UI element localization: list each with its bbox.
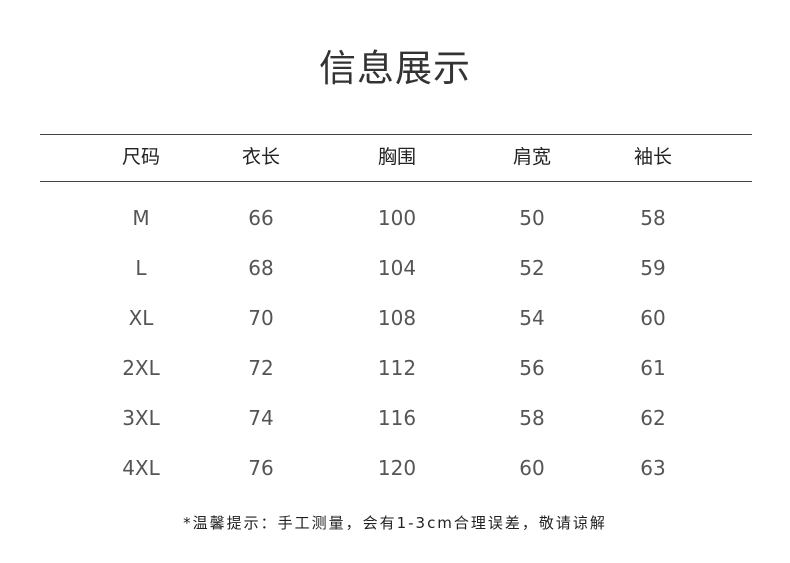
table-top-divider <box>40 134 752 135</box>
table-cell: 62 <box>640 406 666 430</box>
table-cell: 4XL <box>122 456 160 480</box>
column-header: 衣长 <box>241 146 280 168</box>
table-cell: 59 <box>640 256 666 280</box>
table-cell: 50 <box>519 206 545 230</box>
table-cell: 76 <box>248 456 274 480</box>
table-cell: 52 <box>519 256 545 280</box>
table-cell: 68 <box>248 256 274 280</box>
table-cell: 108 <box>377 306 417 330</box>
table-cell: 60 <box>640 306 666 330</box>
table-cell: 3XL <box>122 406 160 430</box>
page-title: 信息展示 <box>319 47 471 90</box>
table-cell: 112 <box>377 356 417 380</box>
table-cell: 54 <box>519 306 545 330</box>
column-header: 袖长 <box>633 146 672 168</box>
table-cell: M <box>132 206 150 230</box>
table-cell: 2XL <box>122 356 160 380</box>
column-header: 尺码 <box>121 146 160 168</box>
table-cell: 70 <box>248 306 274 330</box>
table-cell: 104 <box>377 256 417 280</box>
table-cell: 63 <box>640 456 666 480</box>
table-cell: 58 <box>640 206 666 230</box>
table-cell: L <box>135 256 147 280</box>
table-cell: 56 <box>519 356 545 380</box>
table-cell: 72 <box>248 356 274 380</box>
table-cell: 74 <box>248 406 274 430</box>
table-cell: 60 <box>519 456 545 480</box>
table-cell: 66 <box>248 206 274 230</box>
table-cell: 116 <box>377 406 417 430</box>
table-cell: 100 <box>377 206 417 230</box>
column-header: 肩宽 <box>512 146 551 168</box>
table-cell: XL <box>128 306 154 330</box>
measurement-note: *温馨提示：手工测量，会有1-3cm合理误差，敬请谅解 <box>183 514 607 532</box>
header-bottom-divider <box>40 181 752 182</box>
column-header: 胸围 <box>377 146 416 168</box>
table-cell: 120 <box>377 456 417 480</box>
table-cell: 58 <box>519 406 545 430</box>
table-cell: 61 <box>640 356 666 380</box>
